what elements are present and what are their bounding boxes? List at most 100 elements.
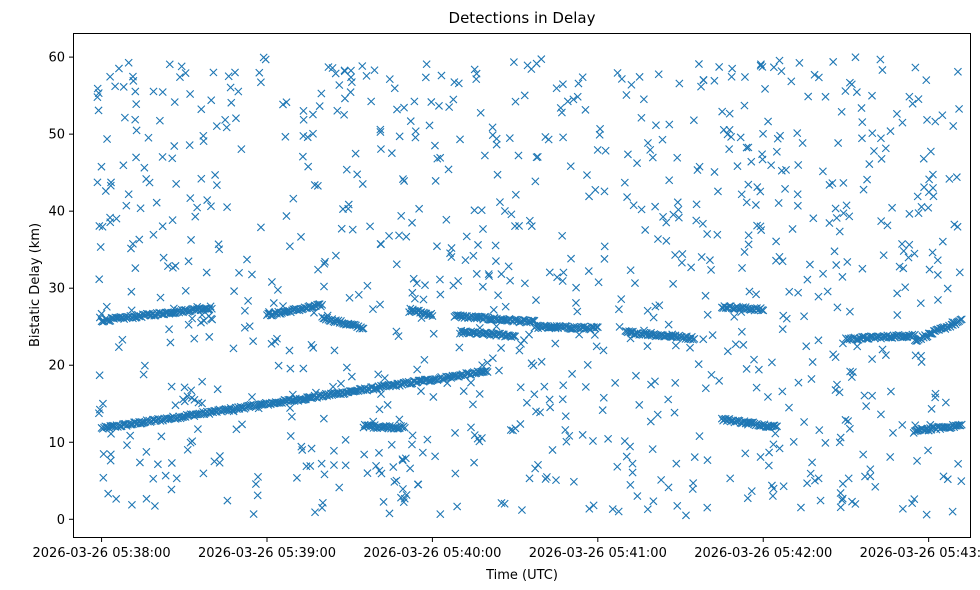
data-point: [825, 219, 834, 228]
data-point: [544, 135, 553, 144]
data-point: [107, 178, 116, 187]
data-point: [742, 198, 751, 207]
data-point: [99, 473, 108, 482]
y-tick-label: 40: [48, 205, 65, 220]
data-point: [662, 218, 671, 227]
data-point: [493, 170, 502, 179]
data-point: [478, 225, 487, 233]
data-point: [798, 139, 807, 148]
data-point: [368, 305, 377, 314]
data-point: [842, 201, 851, 210]
data-point: [742, 143, 751, 152]
data-point: [640, 326, 648, 335]
data-point: [353, 170, 362, 179]
data-point: [194, 398, 203, 407]
data-point: [913, 456, 922, 465]
data-point: [466, 378, 475, 387]
data-point: [923, 115, 932, 124]
data-point: [245, 322, 254, 331]
data-point: [207, 96, 216, 105]
data-point: [199, 137, 208, 146]
data-point: [402, 232, 411, 241]
data-point: [224, 72, 233, 81]
data-point: [131, 264, 140, 273]
data-point: [694, 360, 703, 369]
data-point: [489, 305, 498, 314]
data-point: [480, 151, 489, 160]
data-point: [112, 494, 121, 503]
data-point: [522, 398, 531, 407]
data-point: [899, 333, 908, 341]
data-point: [118, 335, 127, 344]
data-point: [193, 425, 202, 434]
data-point: [420, 355, 429, 364]
data-point: [677, 258, 686, 267]
data-point: [804, 92, 813, 101]
data-point: [370, 66, 379, 75]
data-point: [686, 343, 695, 352]
data-point: [558, 80, 567, 89]
data-point: [387, 149, 396, 158]
data-point: [787, 77, 796, 86]
data-point: [400, 103, 409, 112]
data-point: [701, 291, 710, 300]
data-point: [928, 248, 937, 257]
data-point: [886, 387, 895, 396]
data-point: [269, 299, 278, 308]
data-point: [395, 415, 404, 424]
data-point: [664, 483, 673, 492]
data-point: [699, 335, 708, 344]
data-point: [578, 73, 587, 82]
data-point: [877, 217, 886, 226]
data-point: [395, 132, 404, 141]
data-point: [229, 407, 238, 416]
data-point: [516, 383, 525, 392]
data-point: [831, 204, 840, 213]
data-point: [412, 279, 421, 288]
data-point: [692, 216, 701, 225]
data-point: [841, 415, 850, 424]
data-point: [383, 400, 392, 409]
data-point: [497, 270, 506, 279]
data-point: [398, 175, 407, 184]
data-point: [740, 73, 749, 81]
data-point: [373, 384, 382, 393]
data-point: [653, 235, 662, 244]
data-point: [235, 268, 244, 277]
data-point: [159, 253, 168, 262]
data-point: [655, 301, 664, 310]
data-point: [844, 474, 853, 483]
data-points: [93, 53, 966, 520]
data-point: [506, 276, 515, 285]
data-point: [183, 392, 192, 401]
data-point: [593, 323, 602, 332]
data-point: [537, 55, 546, 64]
data-point: [888, 428, 897, 437]
data-point: [747, 418, 756, 427]
data-point: [472, 312, 481, 321]
data-point: [561, 412, 570, 421]
data-point: [671, 341, 680, 350]
data-point: [769, 484, 778, 493]
data-point: [910, 249, 919, 258]
data-point: [414, 480, 423, 489]
data-point: [567, 254, 576, 263]
data-point: [436, 510, 445, 519]
data-point: [290, 397, 299, 405]
data-point: [481, 367, 490, 376]
data-point: [136, 204, 145, 213]
data-point: [955, 104, 964, 113]
data-point: [600, 242, 609, 251]
data-point: [565, 431, 574, 440]
data-point: [188, 314, 197, 323]
data-point: [622, 90, 631, 99]
data-point: [509, 58, 518, 67]
data-point: [920, 183, 929, 192]
data-point: [212, 122, 221, 131]
data-point: [546, 403, 555, 412]
data-point: [372, 461, 381, 470]
data-point: [898, 118, 907, 127]
data-point: [211, 170, 220, 179]
data-point: [470, 458, 479, 467]
data-point: [212, 181, 221, 190]
